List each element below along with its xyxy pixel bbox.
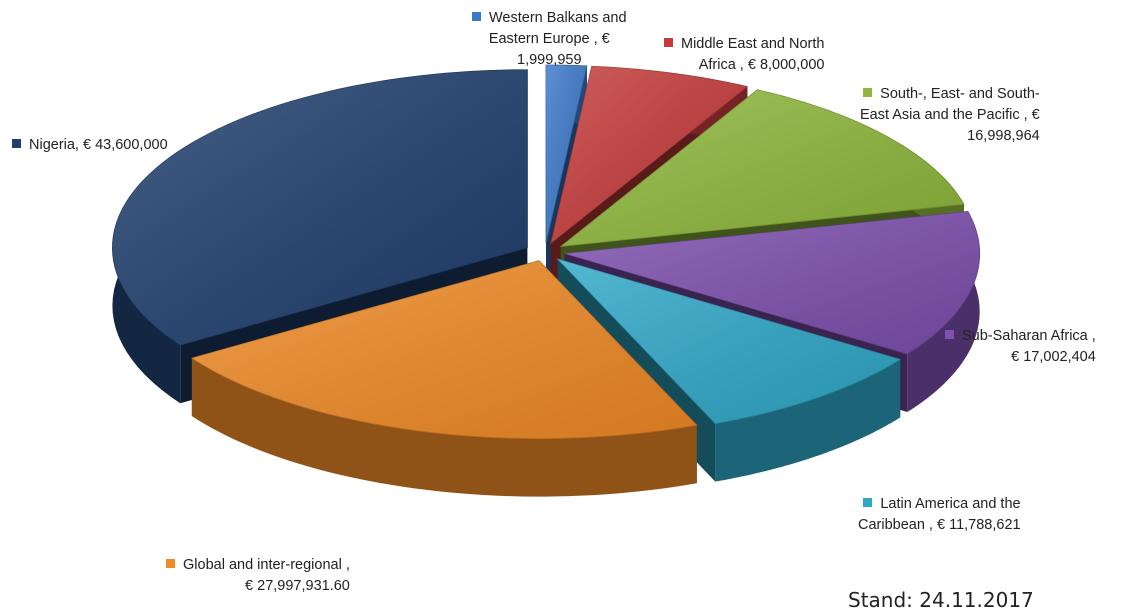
slice-4-rim (715, 359, 901, 482)
legend-swatch-middle-east (664, 38, 673, 47)
label-sub-saharan: Sub-Saharan Africa , € 17,002,404 (945, 326, 1096, 368)
legend-swatch-latin-america (863, 498, 873, 507)
slice-3-rim (907, 211, 980, 413)
slice-0-gloss (545, 65, 587, 244)
label-middle-east-line1: Middle East and North (681, 36, 825, 52)
label-latin-america-line1: Latin America and the (880, 496, 1021, 512)
slice-3-gloss (564, 211, 980, 355)
label-south-east-asia: South-, East- and South- East Asia and t… (860, 84, 1040, 147)
slice-5-gloss (191, 260, 697, 439)
label-global-line2: € 27,997,931.60 (245, 578, 350, 594)
label-sub-saharan-line1: Sub-Saharan Africa , (962, 328, 1096, 344)
label-western-balkans-line1: Western Balkans and (489, 10, 627, 26)
label-south-east-asia-line2: East Asia and the Pacific , € (860, 107, 1040, 123)
label-western-balkans-line2: Eastern Europe , € (488, 31, 610, 47)
slice-5-rim (191, 358, 697, 497)
label-latin-america-line2: Caribbean , € 11,788,621 (858, 517, 1021, 533)
label-south-east-asia-line1: South-, East- and South- (880, 86, 1040, 102)
legend-swatch-western-balkans (472, 12, 481, 21)
pie-tops (112, 64, 981, 439)
slice-4-gloss (557, 258, 901, 424)
legend-swatch-global (166, 559, 175, 568)
label-south-east-asia-line3: 16,998,964 (967, 128, 1040, 144)
label-latin-america: Latin America and the Caribbean , € 11,7… (858, 494, 1021, 536)
label-nigeria-line1: Nigeria, € 43,600,000 (29, 137, 168, 153)
slice-6-gloss (112, 69, 528, 346)
legend-swatch-sub-saharan (945, 330, 954, 339)
footer-date-text: Stand: 24.11.2017 (848, 588, 1034, 612)
label-western-balkans-line3: 1,999,959 (517, 52, 582, 68)
slice-1-gloss (550, 66, 748, 244)
label-western-balkans: Western Balkans and Eastern Europe , € 1… (472, 8, 627, 71)
legend-swatch-nigeria (12, 139, 21, 148)
label-global: Global and inter-regional , € 27,997,931… (166, 555, 350, 597)
label-nigeria: Nigeria, € 43,600,000 (12, 135, 168, 156)
legend-swatch-south-east-asia (863, 88, 873, 97)
slice-2-gloss (560, 89, 965, 247)
label-global-line1: Global and inter-regional , (183, 557, 350, 573)
label-sub-saharan-line2: € 17,002,404 (1011, 349, 1096, 365)
label-middle-east: Middle East and North Africa , € 8,000,0… (664, 34, 824, 76)
label-middle-east-line2: Africa , € 8,000,000 (698, 57, 825, 73)
